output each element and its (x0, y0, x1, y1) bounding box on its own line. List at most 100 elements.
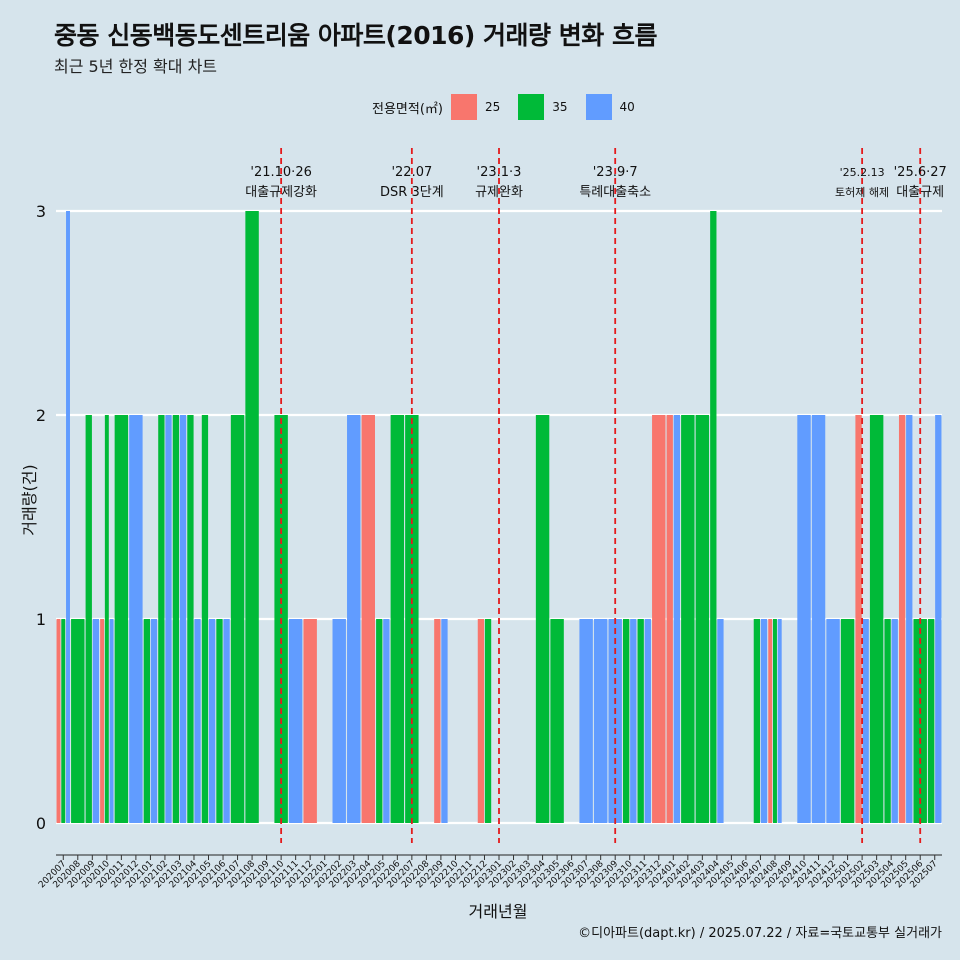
event-date-label: '21.10·26 (250, 165, 311, 180)
bar-25-202204 (361, 415, 375, 823)
event-desc-label: DSR 3단계 (380, 185, 444, 200)
bar-40-202310 (630, 619, 637, 823)
bar-40-202411 (811, 415, 826, 823)
bar-40-202105 (208, 619, 216, 823)
bar-40-202311 (644, 619, 651, 823)
bar-35-202008 (71, 619, 85, 823)
y-tick-label: 1 (36, 610, 46, 629)
bar-35-202206 (390, 415, 405, 823)
event-desc-label: 특례대출축소 (579, 185, 651, 200)
bar-35-202009 (85, 415, 92, 823)
chart-subtitle: 최근 5년 한정 확대 차트 (54, 57, 218, 76)
bar-40-202308 (593, 619, 608, 823)
bar-25-202505 (898, 415, 906, 823)
bar-25-202408 (768, 619, 773, 823)
bar-25-202212 (477, 619, 485, 823)
bar-40-202307 (579, 619, 593, 823)
bar-35-202010 (104, 415, 109, 823)
bar-40-202507 (935, 415, 942, 823)
event-date-label: '25.2.13 (840, 166, 885, 179)
event-date-label: '23.9·7 (593, 165, 638, 180)
bar-40-202407 (760, 619, 768, 823)
bar-40-202203 (347, 415, 361, 823)
bar-25-202401 (666, 415, 673, 823)
legend-label-25: 25 (484, 100, 501, 114)
y-tick-label: 2 (36, 406, 46, 425)
y-axis-label: 거래량(건) (20, 464, 39, 536)
bar-35-202403 (695, 415, 710, 823)
bar-35-202507 (928, 619, 935, 823)
bar-40-202209 (441, 619, 448, 823)
bar-35-202205 (376, 619, 383, 823)
bar-35-202305 (550, 619, 564, 823)
bar-35-202310 (623, 619, 630, 823)
bar-25-202312 (652, 415, 666, 823)
event-date-label: '22.07 (391, 165, 432, 180)
bar-35-202407 (753, 619, 761, 823)
bar-40-202012 (129, 415, 143, 823)
bar-25-202010 (100, 619, 105, 823)
bar-40-202102 (165, 415, 172, 823)
bar-40-202401 (673, 415, 681, 823)
bar-40-202106 (223, 619, 230, 823)
legend-label-35: 35 (552, 100, 568, 114)
bar-35-202402 (681, 415, 695, 823)
event-desc-label: 대출규제 (896, 185, 944, 200)
event-desc-label: 토허제 해제 (835, 185, 889, 199)
bar-35-202404 (710, 211, 717, 823)
bar-35-202007 (61, 619, 66, 823)
bar-40-202111 (288, 619, 303, 823)
bar-35-202504 (884, 619, 891, 823)
bar-40-202103 (179, 415, 187, 823)
legend-key-40 (585, 94, 612, 120)
bar-35-202104 (187, 415, 194, 823)
bar-40-202202 (332, 619, 346, 823)
bar-40-202502 (862, 619, 869, 823)
y-tick-label: 0 (36, 814, 46, 833)
bar-40-202101 (150, 619, 158, 823)
legend-title: 전용면적(㎡) (372, 101, 443, 117)
bar-40-202104 (194, 619, 201, 823)
bar-40-202410 (797, 415, 811, 823)
bar-40-202205 (383, 619, 390, 823)
bar-35-202103 (172, 415, 180, 823)
legend-label-40: 40 (619, 100, 635, 114)
bar-25-202209 (434, 619, 441, 823)
bar-35-202106 (216, 619, 223, 823)
bar-35-202311 (637, 619, 644, 823)
chart-title: 중동 신동백동도센트리움 아파트(2016) 거래량 변화 흐름 (54, 21, 657, 50)
event-date-label: '23.1·3 (477, 165, 522, 180)
bar-25-202007 (56, 619, 61, 823)
bar-35-202408 (772, 619, 777, 823)
bar-35-202503 (869, 415, 884, 823)
bar-35-202212 (484, 619, 492, 823)
event-date-label: '25.6·27 (894, 165, 947, 180)
bar-40-202505 (906, 415, 913, 823)
legend-key-25 (450, 94, 477, 120)
event-desc-label: 규제완화 (475, 185, 523, 200)
legend: 전용면적(㎡) 25 35 40 (372, 93, 653, 121)
source-caption: ©디아파트(dapt.kr) / 2025.07.22 / 자료=국토교통부 실… (578, 926, 942, 941)
bar-40-202404 (717, 619, 724, 823)
bar-25-202502 (855, 415, 862, 823)
bar-35-202501 (840, 619, 855, 823)
bar-40-202009 (92, 619, 100, 823)
bar-35-202105 (201, 415, 209, 823)
bar-40-202504 (891, 619, 898, 823)
bar-35-202108 (245, 211, 259, 823)
bar-40-202408 (777, 619, 782, 823)
event-desc-label: 대출규제강화 (245, 185, 317, 200)
bar-35-202304 (535, 415, 550, 823)
bar-40-202007 (66, 211, 70, 823)
bar-25-202112 (303, 619, 317, 823)
bar-40-202412 (826, 619, 840, 823)
bar-35-202102 (158, 415, 165, 823)
bar-35-202101 (143, 619, 151, 823)
y-tick-label: 3 (36, 202, 46, 221)
bar-35-202011 (114, 415, 129, 823)
x-axis-label: 거래년월 (468, 902, 528, 921)
bar-40-202010 (109, 619, 114, 823)
bar-35-202107 (230, 415, 245, 823)
legend-key-35 (518, 94, 545, 120)
